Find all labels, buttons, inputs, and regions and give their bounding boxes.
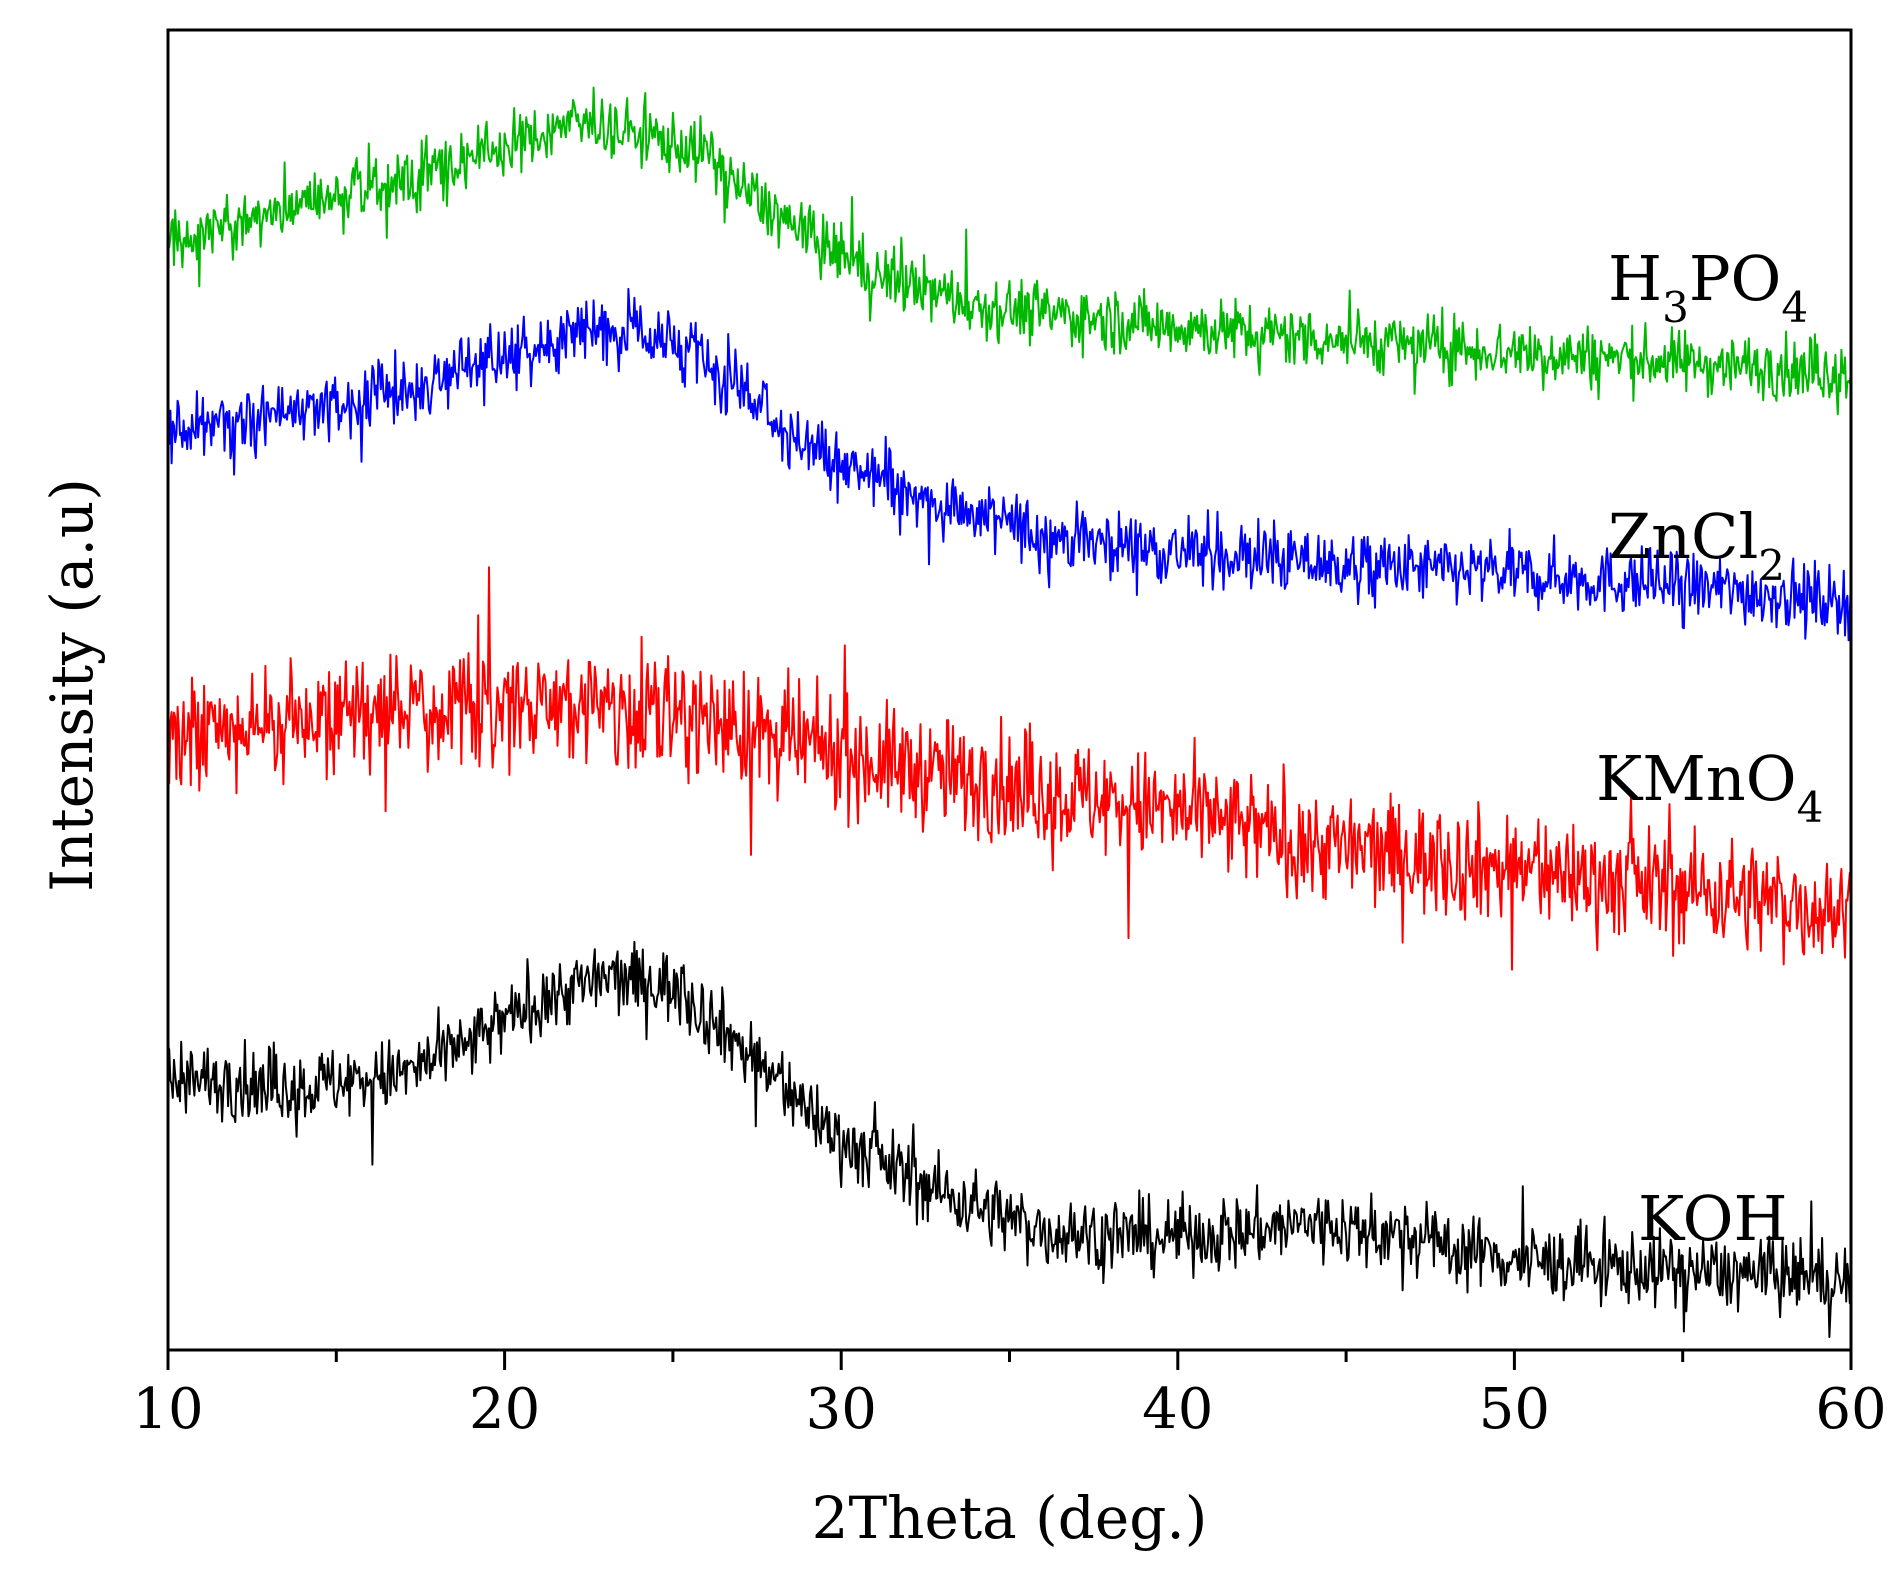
- series-line-zncl2: [167, 287, 1852, 642]
- x-tick-label: 40: [1142, 1377, 1213, 1442]
- series-label-text: H: [1608, 242, 1662, 315]
- series-lines: [167, 86, 1852, 1338]
- series-label-h3po4: H3PO4: [1608, 242, 1808, 332]
- series-label-subscript: 2: [1758, 541, 1785, 590]
- series-label-text: KOH: [1638, 1182, 1788, 1255]
- series-line-koh: [167, 940, 1852, 1338]
- x-tick-label: 60: [1815, 1377, 1886, 1442]
- series-label-subscript: 4: [1781, 283, 1808, 332]
- series-label-subscript: 3: [1662, 283, 1689, 332]
- series-label-kmno4: KMnO4: [1596, 742, 1823, 832]
- x-axis-ticks: 10 20 30 40 50 60: [132, 1350, 1887, 1442]
- series-line-h3po4: [167, 86, 1852, 416]
- series-label-zncl2: ZnCl2: [1608, 500, 1785, 590]
- series-label-subscript: 4: [1797, 783, 1824, 832]
- series-line-kmno4: [167, 566, 1852, 971]
- x-tick-label: 10: [132, 1377, 203, 1442]
- x-tick-label: 20: [469, 1377, 540, 1442]
- x-tick-label: 50: [1479, 1377, 1550, 1442]
- series-label-text: PO: [1689, 242, 1782, 315]
- y-axis-title: Intensity (a.u): [38, 478, 106, 892]
- series-label-koh: KOH: [1638, 1182, 1788, 1255]
- x-tick-label: 30: [806, 1377, 877, 1442]
- x-axis-title: 2Theta (deg.): [812, 1484, 1208, 1552]
- series-label-text: KMnO: [1596, 742, 1797, 815]
- series-label-text: ZnCl: [1608, 500, 1758, 573]
